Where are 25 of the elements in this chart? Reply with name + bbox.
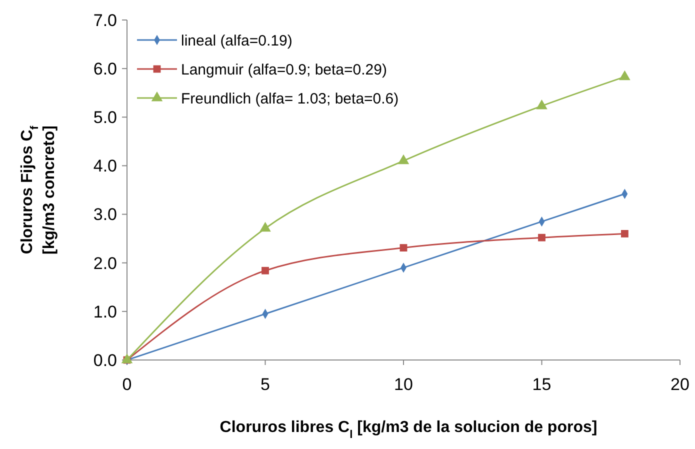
y-tick-label: 5.0 [93, 108, 117, 128]
point [538, 234, 546, 242]
legend-label: Langmuir (alfa=0.9; beta=0.29) [181, 61, 387, 78]
y-tick-label: 0.0 [93, 350, 117, 370]
point [620, 230, 628, 238]
y-tick-label: 2.0 [93, 254, 117, 273]
point [400, 244, 408, 252]
legend-label: Freundlich (alfa= 1.03; beta=0.6) [181, 90, 399, 108]
x-tick-label: 0 [122, 375, 132, 394]
y-tick-label: 4.0 [93, 156, 117, 176]
y-tick-label: 6.0 [93, 60, 117, 79]
point [619, 70, 630, 80]
point [260, 222, 271, 232]
y-tick-label: 7.0 [93, 10, 117, 30]
x-axis-title: Cloruros libres C$_{l}$ [kg/m3 de la solucion de poros] [220, 419, 598, 441]
x-tick-label: 5 [260, 375, 270, 394]
legend-label: lineal (alfa=0.19) [181, 32, 292, 50]
y-tick-label: 1.0 [93, 302, 117, 322]
point [262, 266, 269, 274]
point [398, 154, 410, 164]
x-tick-label: 10 [394, 375, 413, 394]
x-tick-label: 15 [532, 375, 552, 394]
y-tick-label: 3.0 [93, 205, 117, 224]
x-tick-label: 20 [670, 375, 690, 394]
point [536, 99, 548, 110]
